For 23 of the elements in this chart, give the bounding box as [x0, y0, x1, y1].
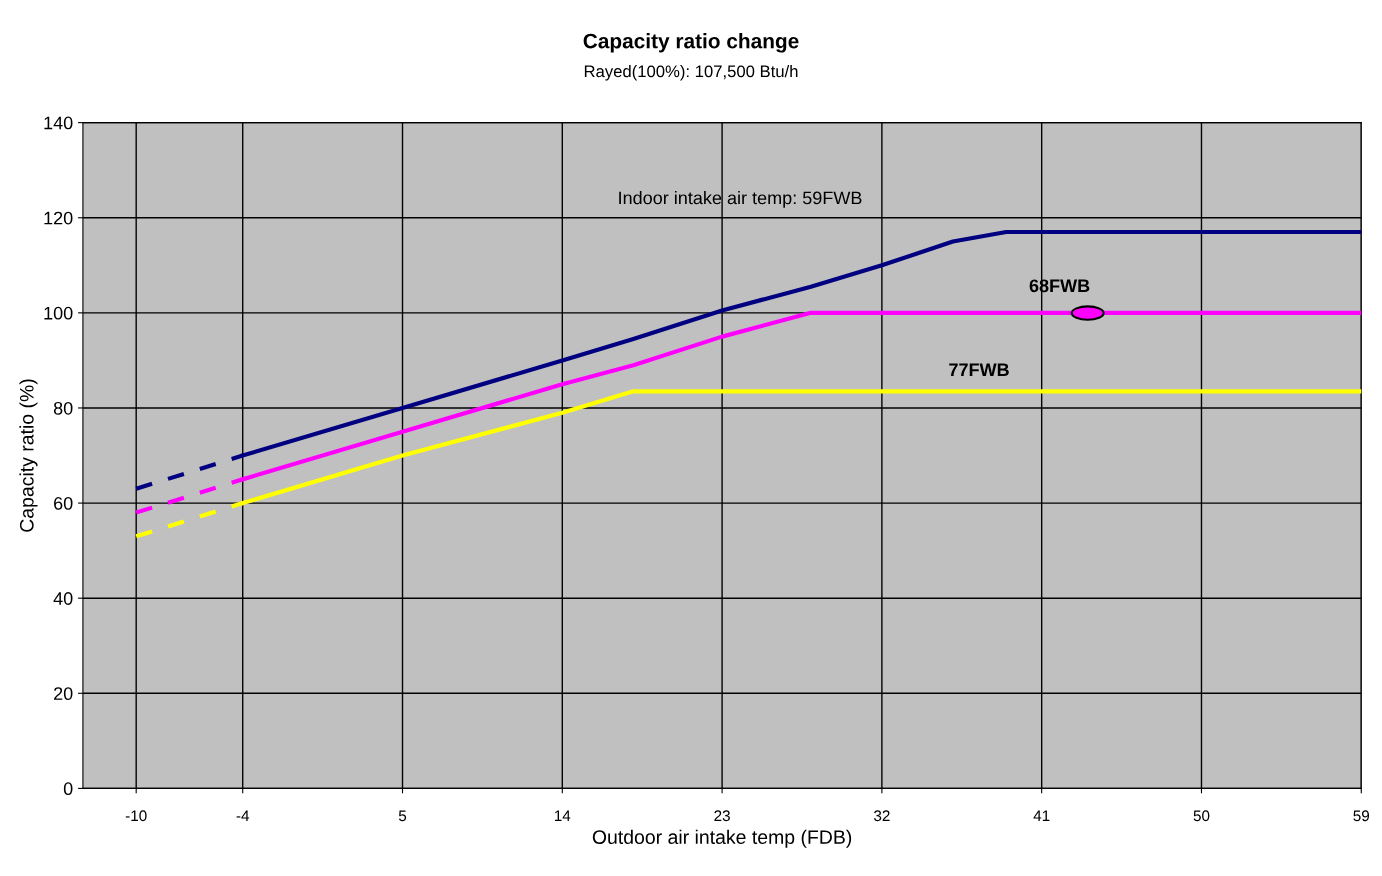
x-tick-label: 50 [1193, 810, 1210, 822]
x-tick-label: 23 [714, 810, 730, 822]
y-axis-title: Capacity ratio (%) [19, 379, 38, 532]
y-tick-label: 40 [53, 592, 73, 605]
x-tick-label: 5 [398, 810, 407, 822]
x-tick-label: -10 [125, 810, 147, 822]
x-tick-label: 14 [554, 810, 571, 821]
y-tick-label: 100 [44, 306, 73, 320]
y-tick-label: 140 [44, 116, 73, 130]
y-tick-label: 60 [54, 497, 73, 510]
y-tick-label: 80 [53, 401, 73, 415]
chart-subtitle: Rayed(100%): 107,500 Btu/h [584, 65, 798, 81]
annotation: 77FWB [949, 363, 1009, 376]
y-tick-label: 120 [44, 211, 73, 225]
x-tick-label: -4 [236, 810, 250, 821]
annotation: Indoor intake air temp: 59FWB [619, 191, 862, 208]
chart-title: Capacity ratio change [583, 33, 799, 53]
x-tick-label: 32 [873, 810, 890, 822]
x-axis-title: Outdoor air intake temp (FDB) [592, 829, 852, 848]
x-tick-label: 59 [1353, 810, 1370, 822]
y-tick-label: 0 [63, 782, 73, 796]
x-tick-label: 41 [1033, 810, 1050, 821]
y-tick-label: 20 [54, 687, 73, 701]
